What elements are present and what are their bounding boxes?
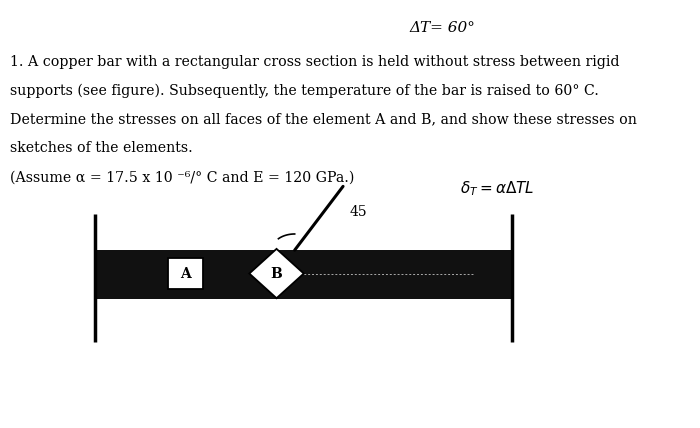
Text: 45: 45 xyxy=(349,205,367,219)
Text: A: A xyxy=(181,267,191,280)
Bar xyxy=(95,250,512,299)
Text: sketches of the elements.: sketches of the elements. xyxy=(10,141,193,155)
Bar xyxy=(168,258,204,289)
Text: 1. A copper bar with a rectangular cross section is held without stress between : 1. A copper bar with a rectangular cross… xyxy=(10,54,620,68)
Text: ΔT= 60°: ΔT= 60° xyxy=(410,21,476,35)
Polygon shape xyxy=(249,249,304,298)
Text: B: B xyxy=(271,267,282,280)
Text: $\delta_T = \alpha \Delta TL$: $\delta_T = \alpha \Delta TL$ xyxy=(460,179,535,198)
Text: (Assume α = 17.5 x 10 ⁻⁶/° C and E = 120 GPa.): (Assume α = 17.5 x 10 ⁻⁶/° C and E = 120… xyxy=(10,170,355,184)
Text: supports (see figure). Subsequently, the temperature of the bar is raised to 60°: supports (see figure). Subsequently, the… xyxy=(10,83,599,98)
Text: Determine the stresses on all faces of the element A and B, and show these stres: Determine the stresses on all faces of t… xyxy=(10,113,637,126)
